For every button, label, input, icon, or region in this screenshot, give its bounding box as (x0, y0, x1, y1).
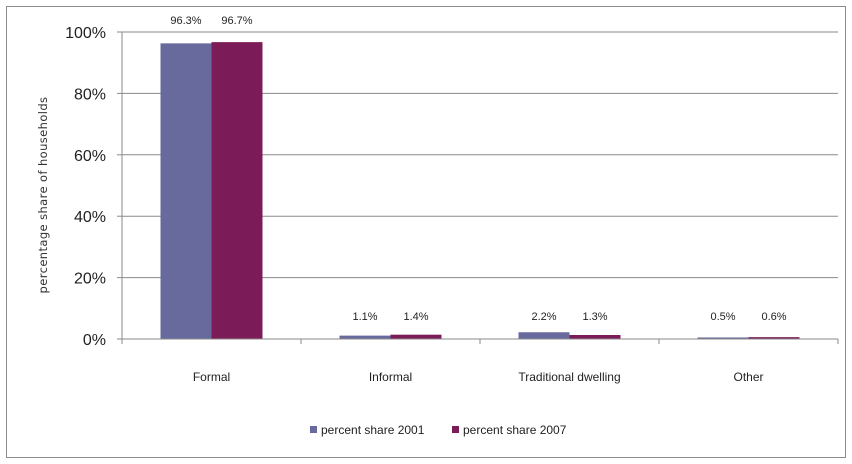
y-tick-label: 40% (74, 209, 106, 226)
x-category-label: Informal (369, 370, 412, 384)
data-label: 0.5% (710, 311, 735, 323)
y-tick-label: 60% (74, 148, 106, 165)
bar (518, 332, 570, 339)
legend-label: percent share 2001 (321, 423, 425, 437)
legend-swatch (452, 426, 459, 433)
x-axis-categories: Formal Informal Traditional dwelling Other (193, 370, 764, 384)
data-label: 1.3% (582, 311, 607, 323)
legend: percent share 2001 percent share 2007 (310, 423, 567, 437)
data-label: 1.4% (403, 311, 428, 323)
bar (160, 43, 212, 339)
y-tick-label: 80% (74, 86, 106, 103)
bar (748, 337, 800, 339)
bar (390, 334, 442, 339)
bar (697, 337, 749, 339)
y-tick-label: 100% (65, 25, 106, 42)
x-category-label: Traditional dwelling (518, 370, 620, 384)
legend-label: percent share 2007 (463, 423, 567, 437)
data-label: 2.2% (531, 311, 556, 323)
x-category-label: Other (733, 370, 763, 384)
bar (339, 335, 391, 339)
data-label: 1.1% (352, 311, 377, 323)
x-axis (121, 32, 839, 344)
y-tick-label: 0% (83, 332, 106, 349)
data-label: 96.3% (170, 15, 201, 27)
data-labels: 96.3% 96.7% 1.1% 1.4% 2.2% 1.3% 0.5% 0.6% (170, 15, 786, 323)
bar (211, 42, 263, 339)
y-axis-ticks: 0% 20% 40% 60% 80% 100% (65, 25, 122, 349)
chart-frame (6, 6, 846, 458)
bar (569, 335, 621, 339)
legend-swatch (310, 426, 317, 433)
x-category-label: Formal (193, 370, 230, 384)
y-tick-label: 20% (74, 271, 106, 288)
data-label: 0.6% (761, 311, 786, 323)
data-label: 96.7% (221, 15, 252, 27)
bars (160, 42, 800, 339)
y-axis-label: percentage share of households (36, 97, 50, 294)
